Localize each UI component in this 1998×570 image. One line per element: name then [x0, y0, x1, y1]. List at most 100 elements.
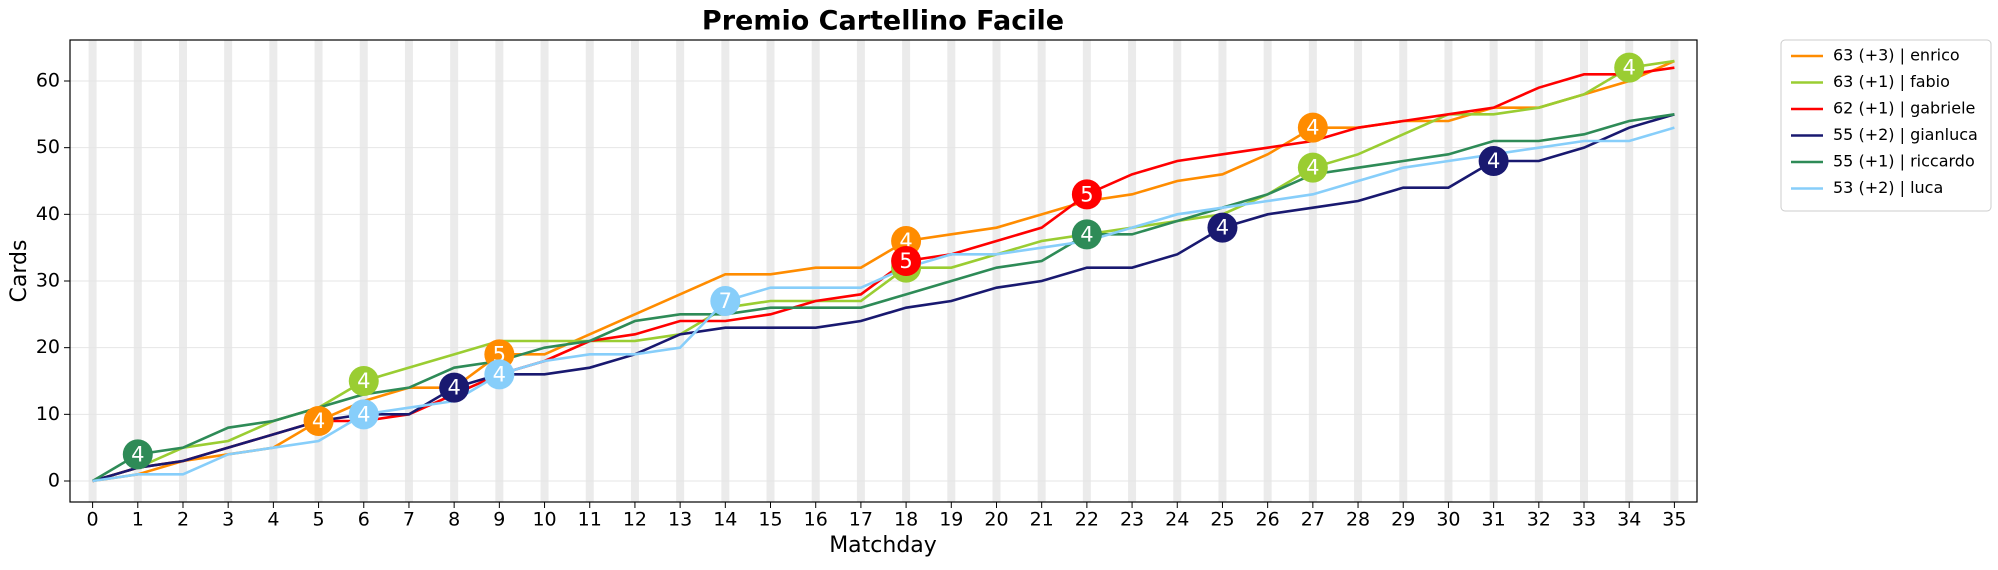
x-tick-label: 34	[1617, 509, 1641, 531]
matchday-band	[676, 40, 685, 502]
penalty-marker	[1478, 146, 1509, 176]
penalty-marker-label: 7	[719, 289, 732, 313]
matchday-band	[540, 40, 549, 502]
matchday-band	[630, 40, 639, 502]
x-tick-label: 21	[1030, 509, 1054, 531]
penalty-marker-label: 4	[131, 442, 144, 466]
matchday-band	[856, 40, 865, 502]
x-tick-label: 29	[1391, 509, 1415, 531]
x-tick-label: 23	[1120, 509, 1144, 531]
x-tick-label: 12	[623, 509, 647, 531]
penalty-marker	[1297, 112, 1328, 143]
penalty-marker-label: 4	[1487, 149, 1500, 173]
matchday-band	[1218, 40, 1227, 502]
penalty-marker-label: 5	[1080, 182, 1093, 206]
x-tick-label: 6	[358, 509, 370, 531]
penalty-marker	[710, 286, 741, 316]
y-tick-label: 60	[36, 70, 60, 92]
penalty-marker	[303, 406, 334, 436]
matchday-band	[1263, 40, 1272, 502]
matchday-band	[224, 40, 233, 502]
x-tick-label: 13	[668, 509, 692, 531]
y-tick-label: 40	[36, 203, 60, 225]
matchday-band	[133, 40, 142, 502]
x-tick-label: 2	[177, 509, 189, 531]
x-tick-label: 17	[849, 509, 873, 531]
y-axis-label: Cards	[7, 240, 32, 303]
penalty-marker-label: 4	[1216, 216, 1229, 240]
x-tick-label: 16	[804, 509, 828, 531]
matchday-band	[269, 40, 278, 502]
penalty-marker-label: 4	[1306, 156, 1319, 180]
x-tick-label: 7	[403, 509, 415, 531]
legend-label: 55 (+1) | riccardo	[1833, 152, 1975, 171]
x-tick-label: 15	[758, 509, 782, 531]
legend-label: 53 (+2) | luca	[1833, 178, 1943, 197]
legend-label: 55 (+2) | gianluca	[1833, 125, 1978, 144]
x-axis-label: Matchday	[829, 533, 937, 558]
penalty-marker-label: 4	[1623, 56, 1636, 80]
penalty-marker	[1207, 212, 1238, 243]
matchday-band	[1534, 40, 1543, 502]
x-tick-label: 1	[132, 509, 144, 531]
matchday-band	[1173, 40, 1182, 502]
penalty-marker	[439, 372, 470, 403]
matchday-band	[88, 40, 97, 502]
penalty-marker	[1614, 52, 1645, 83]
matchday-band	[766, 40, 775, 502]
matchday-band	[1354, 40, 1363, 502]
matchday-band	[1489, 40, 1498, 502]
matchday-band	[404, 40, 413, 502]
matchday-band	[1399, 40, 1408, 502]
penalty-marker	[348, 399, 379, 430]
penalty-marker	[1071, 179, 1102, 210]
penalty-marker-label: 4	[1306, 116, 1319, 140]
penalty-marker	[348, 366, 379, 396]
matchday-band	[811, 40, 820, 502]
matchday-band	[1444, 40, 1453, 502]
matchday-band	[1308, 40, 1317, 502]
x-tick-label: 22	[1075, 509, 1099, 531]
matchday-band	[1580, 40, 1589, 502]
penalty-marker	[122, 439, 153, 470]
penalty-marker-label: 4	[493, 362, 506, 386]
matchday-band	[585, 40, 594, 502]
x-tick-label: 32	[1527, 509, 1551, 531]
x-tick-label: 24	[1165, 509, 1189, 531]
x-tick-label: 0	[87, 509, 99, 531]
penalty-marker-label: 4	[447, 376, 460, 400]
x-tick-label: 9	[493, 509, 505, 531]
penalty-marker-label: 4	[1080, 222, 1093, 246]
legend-label: 63 (+3) | enrico	[1833, 46, 1960, 65]
matchday-band	[721, 40, 730, 502]
penalty-marker-label: 4	[357, 402, 370, 426]
matchday-band	[1128, 40, 1137, 502]
penalty-marker-label: 4	[312, 409, 325, 433]
penalty-marker	[1071, 219, 1102, 250]
matchday-band	[495, 40, 504, 502]
matchday-band	[314, 40, 323, 502]
x-tick-label: 11	[578, 509, 602, 531]
y-tick-label: 30	[36, 270, 60, 292]
matchday-band	[1037, 40, 1046, 502]
matchday-band	[1082, 40, 1091, 502]
legend-box	[1780, 39, 1992, 212]
x-tick-label: 18	[894, 509, 918, 531]
x-tick-label: 26	[1256, 509, 1280, 531]
x-tick-label: 31	[1482, 509, 1506, 531]
x-tick-label: 19	[939, 509, 963, 531]
y-tick-label: 20	[36, 336, 60, 358]
x-tick-label: 20	[984, 509, 1008, 531]
x-tick-label: 30	[1436, 509, 1460, 531]
chart-title: Premio Cartellino Facile	[702, 6, 1064, 37]
penalty-marker-label: 5	[899, 249, 912, 273]
x-tick-label: 27	[1301, 509, 1325, 531]
penalty-marker	[891, 246, 922, 276]
y-tick-label: 10	[36, 403, 60, 425]
penalty-marker	[1297, 152, 1328, 183]
x-tick-label: 25	[1210, 509, 1234, 531]
legend-label: 62 (+1) | gabriele	[1833, 99, 1975, 118]
matchday-band	[992, 40, 1001, 502]
x-tick-label: 28	[1346, 509, 1370, 531]
matchday-band	[178, 40, 187, 502]
